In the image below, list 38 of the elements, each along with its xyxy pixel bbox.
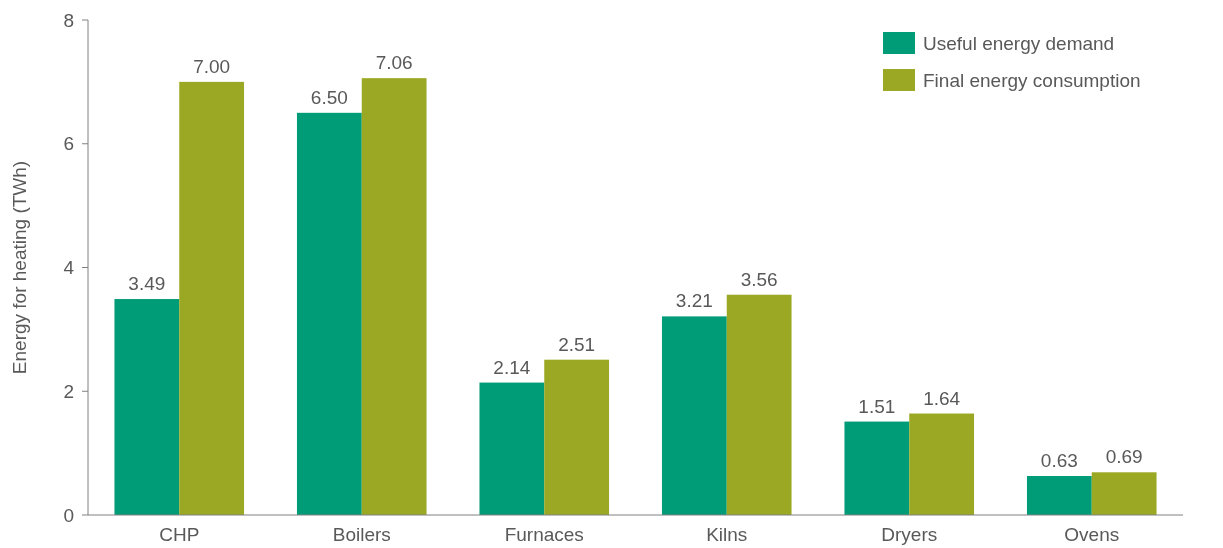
x-tick-label: Furnaces	[504, 524, 584, 545]
bar	[726, 294, 792, 515]
bar	[661, 316, 727, 515]
bar	[479, 382, 545, 515]
bar	[179, 81, 245, 515]
data-label: 0.69	[1105, 446, 1143, 468]
bar	[361, 78, 427, 515]
x-tick-label: Dryers	[881, 524, 938, 545]
bar	[296, 112, 362, 515]
data-label: 3.49	[128, 273, 166, 295]
y-tick-label: 2	[63, 380, 74, 402]
data-label: 1.51	[858, 395, 896, 417]
y-tick-label: 6	[63, 133, 74, 155]
x-tick-label: Kilns	[706, 524, 748, 545]
x-tick-label: CHP	[159, 524, 200, 545]
legend-label: Useful energy demand	[923, 32, 1115, 54]
data-label: 6.50	[310, 86, 348, 108]
data-label: 2.14	[493, 356, 531, 378]
data-label: 1.64	[923, 387, 961, 409]
data-label: 3.21	[675, 290, 713, 312]
data-label: 2.51	[558, 333, 596, 355]
bar	[114, 299, 180, 515]
data-label: 3.56	[740, 268, 778, 290]
data-label: 0.63	[1040, 450, 1078, 472]
legend-label: Final energy consumption	[923, 69, 1141, 91]
y-tick-label: 0	[63, 504, 74, 526]
bar	[1091, 472, 1157, 515]
bar	[909, 413, 975, 515]
data-label: 7.00	[193, 55, 231, 77]
y-tick-label: 8	[63, 9, 74, 31]
y-axis-title: Energy for heating (TWh)	[9, 160, 30, 375]
bar	[844, 421, 910, 515]
x-tick-label: Boilers	[332, 524, 391, 545]
data-label: 7.06	[375, 52, 413, 74]
x-tick-label: Ovens	[1064, 524, 1120, 545]
bar	[544, 359, 610, 515]
bar	[1026, 476, 1092, 515]
y-tick-label: 4	[63, 257, 75, 279]
